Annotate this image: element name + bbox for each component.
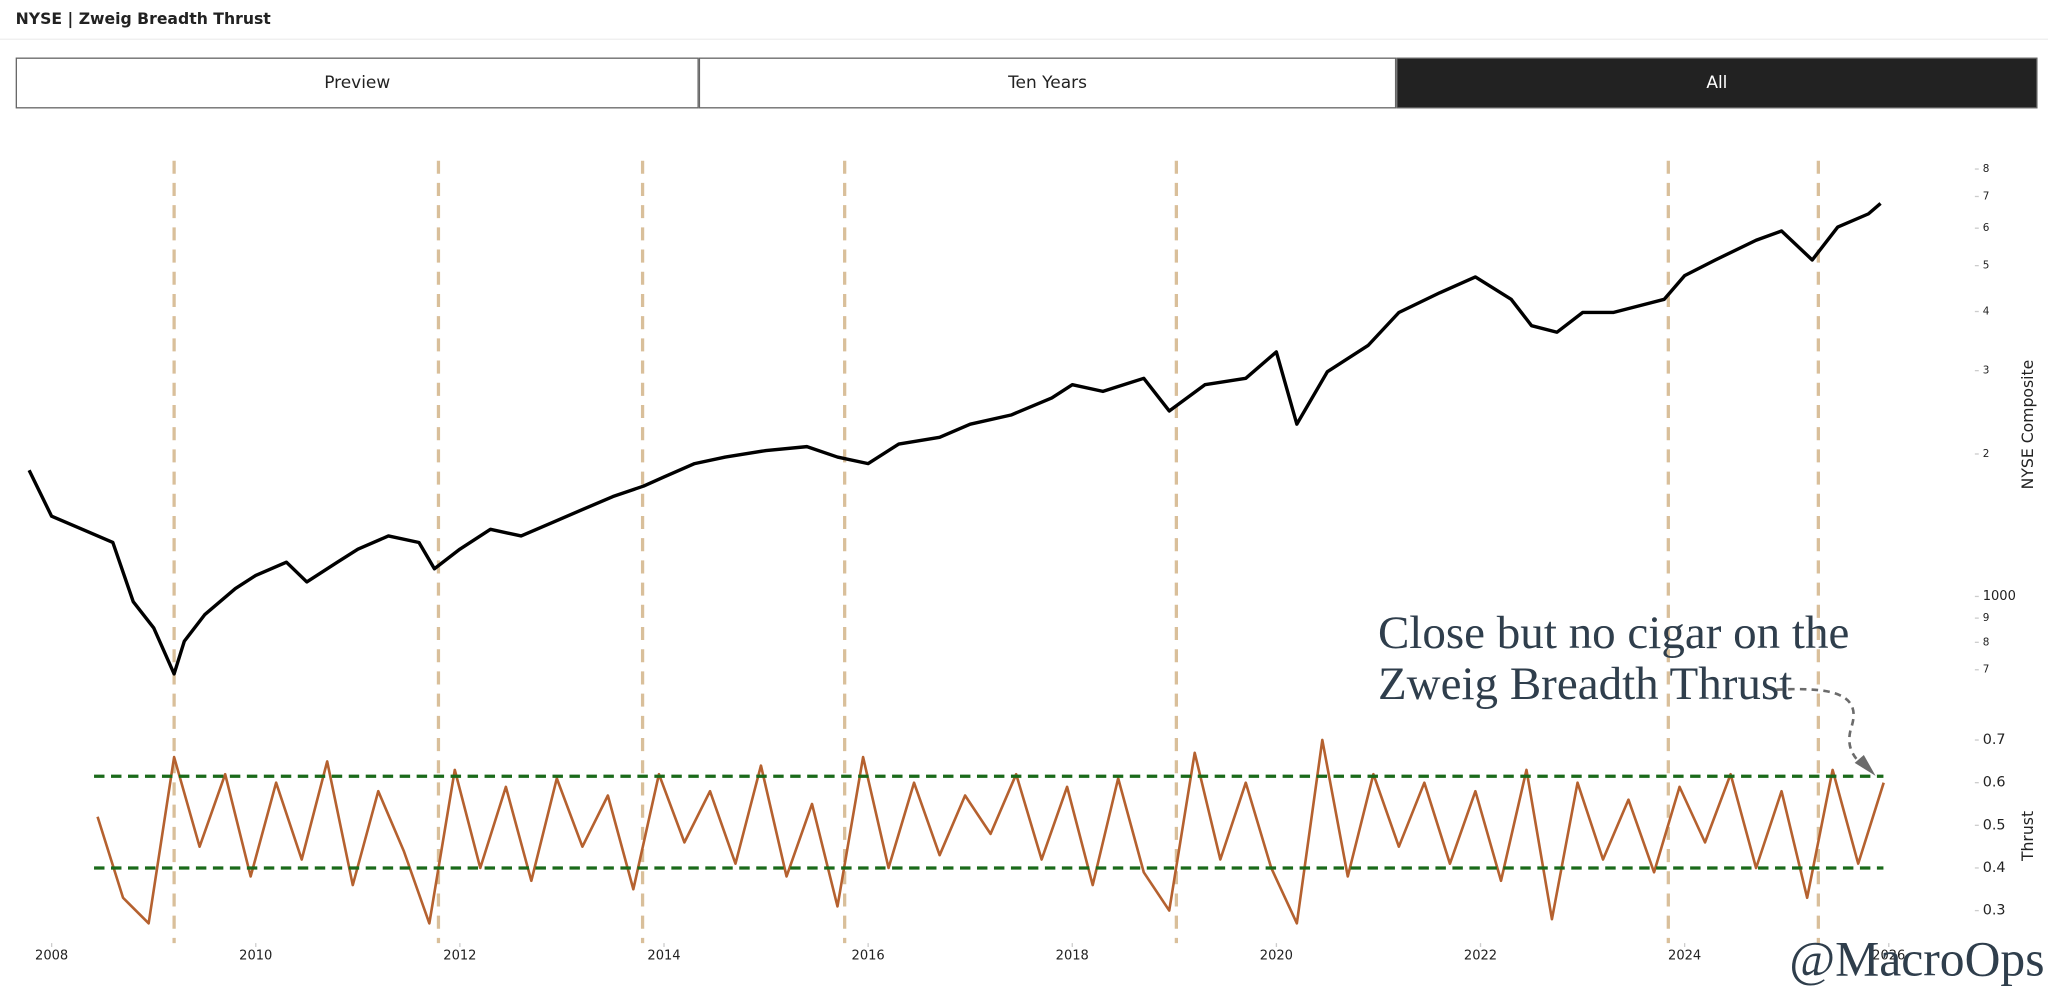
y-tick-label: 0.4: [1983, 860, 2006, 876]
y-tick-label: 7: [1983, 664, 1990, 676]
tabs: Preview Ten Years All: [15, 57, 2038, 109]
y-tick-label: 8: [1983, 163, 1990, 175]
y-tick-label: 7: [1983, 190, 1990, 202]
y-tick-label: 9: [1983, 612, 1990, 624]
y-axis-title: Thrust: [2018, 811, 2037, 862]
header-title: NYSE | Zweig Breadth Thrust: [16, 9, 272, 29]
x-tick-label: 2016: [852, 949, 885, 964]
y-tick-label: 0.7: [1983, 732, 2006, 748]
y-tick-label: 0.6: [1983, 775, 2006, 791]
y-tick-label: 2: [1983, 448, 1990, 460]
x-tick-label: 2008: [35, 949, 68, 964]
annotation-arrow: [1776, 687, 1864, 767]
y-tick-label: 6: [1983, 222, 1990, 234]
tab-label[interactable]: Preview: [324, 73, 390, 93]
y-tick-label: 3: [1983, 365, 1990, 377]
x-tick-label: 2020: [1260, 949, 1293, 964]
annotation-line: Close but no cigar on the: [1378, 607, 1849, 659]
y-tick-label: 0.5: [1983, 817, 2006, 833]
data-line: [96, 738, 1885, 925]
x-tick-label: 2018: [1056, 949, 1089, 964]
x-tick-label: 2012: [443, 949, 476, 964]
y-tick-label: 8: [1983, 636, 1990, 648]
tab-button[interactable]: [698, 57, 1397, 109]
tab-button[interactable]: [15, 57, 699, 109]
arrow-head: [1854, 755, 1876, 776]
y-tick-label: 0.3: [1983, 903, 2006, 919]
x-tick-label: 2026: [1872, 949, 1905, 964]
tab-button[interactable]: [1396, 57, 2038, 109]
annotation-line: Zweig Breadth Thrust: [1378, 658, 1792, 710]
x-tick-label: 2014: [647, 949, 680, 964]
y-axis-title: NYSE Composite: [2018, 360, 2037, 490]
y-tick-label: 4: [1983, 306, 1990, 318]
data-line: [27, 202, 1882, 676]
tab-label[interactable]: All: [1706, 73, 1727, 93]
tab-label[interactable]: Ten Years: [1007, 73, 1087, 93]
plot-area: 7 8 9 1000 2 3 4 5 6 7 8 NYSE Composite 0.3 0.4 0.5 0.6…: [27, 160, 2037, 964]
x-tick-label: 2010: [239, 949, 272, 964]
x-tick-label: 2022: [1464, 949, 1497, 964]
y-tick-label: 1000: [1983, 589, 2016, 604]
x-tick-label: 2024: [1668, 949, 1701, 964]
y-tick-label: 5: [1983, 260, 1990, 272]
watermark: @MacroOps: [1789, 931, 2044, 986]
